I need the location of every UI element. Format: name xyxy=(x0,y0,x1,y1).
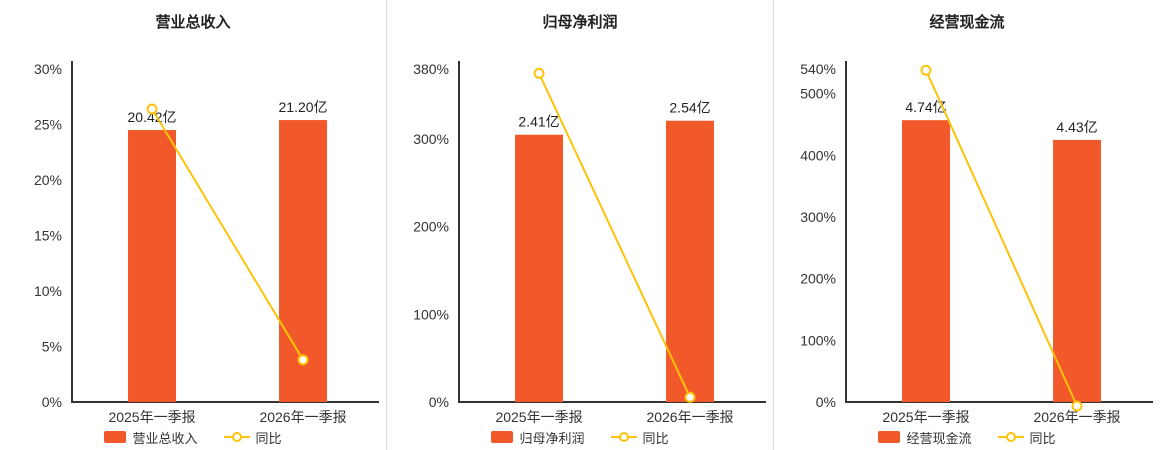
bar-value-label: 21.20亿 xyxy=(279,99,328,115)
x-category-label: 2025年一季报 xyxy=(495,409,582,424)
bar-swatch-icon xyxy=(491,431,514,443)
y-tick-label: 540% xyxy=(800,61,836,77)
chart-canvas-net-profit: 0% 100% 200% 300% 380% 2.41亿 2025年一季报 2.54亿 2026… xyxy=(413,61,766,424)
legend-item-net-profit-yoy[interactable]: 同比 xyxy=(610,428,669,447)
bar-swatch-icon xyxy=(104,431,127,443)
chart-legend-revenue: 营业总收入 同比 xyxy=(0,424,386,450)
yoy-line xyxy=(151,108,304,361)
yoy-point-2026年一季报[interactable] xyxy=(1071,400,1083,412)
y-tick-label: 25% xyxy=(34,117,62,133)
y-tick-label: 200% xyxy=(800,271,836,287)
yoy-line xyxy=(538,72,691,398)
bar-2025年一季报[interactable] xyxy=(515,134,564,402)
line-swatch-icon xyxy=(997,432,1024,442)
legend-item-cash-flow-bar[interactable]: 经营现金流 xyxy=(878,428,972,447)
x-category-label: 2025年一季报 xyxy=(108,409,195,424)
line-swatch-icon xyxy=(223,432,250,442)
bar-value-label: 2.54亿 xyxy=(669,100,710,116)
legend-item-cash-flow-yoy[interactable]: 同比 xyxy=(997,428,1056,447)
chart-title-revenue: 营业总收入 xyxy=(155,14,231,31)
chart-legend-cash-flow: 经营现金流 同比 xyxy=(774,424,1160,450)
bar-value-label: 20.42亿 xyxy=(128,109,177,125)
x-category-label: 2026年一季报 xyxy=(1033,409,1120,424)
bar-2025年一季报[interactable] xyxy=(128,130,177,403)
legend-label-bar: 经营现金流 xyxy=(906,430,972,446)
bar-value-label: 4.74亿 xyxy=(905,99,946,115)
chart-title-cash-flow: 经营现金流 xyxy=(929,14,1005,31)
y-tick-label: 5% xyxy=(42,339,62,355)
chart-panel-revenue: 营业总收入 0% 5% 10% 15% 20% 25% 30% 20.42亿 2025年一季报 2… xyxy=(0,0,386,450)
y-tick-label: 400% xyxy=(800,147,836,163)
bar-2025年一季报[interactable] xyxy=(902,120,951,402)
y-tick-label: 300% xyxy=(800,209,836,225)
y-tick-label: 15% xyxy=(34,228,62,244)
chart-panel-cash-flow: 经营现金流 0% 100% 200% 300% 400% 500% 540% 4.74亿 202… xyxy=(773,0,1160,450)
chart-panel-net-profit: 归母净利润 0% 100% 200% 300% 380% 2.41亿 2025年一季报 2.5… xyxy=(386,0,773,450)
y-tick-label: 200% xyxy=(413,219,449,235)
y-tick-label: 0% xyxy=(429,394,449,410)
x-category-label: 2026年一季报 xyxy=(259,409,346,424)
x-category-label: 2025年一季报 xyxy=(882,409,969,424)
y-tick-label: 300% xyxy=(413,131,449,147)
legend-label-bar: 营业总收入 xyxy=(132,430,198,446)
yoy-point-2025年一季报[interactable] xyxy=(533,67,545,79)
chart-title-net-profit: 归母净利润 xyxy=(542,14,618,31)
yoy-line xyxy=(925,69,1078,407)
y-tick-label: 10% xyxy=(34,283,62,299)
chart-canvas-revenue: 0% 5% 10% 15% 20% 25% 30% 20.42亿 2025年一季报 21.20亿 2… xyxy=(34,61,379,424)
y-tick-label: 100% xyxy=(800,332,836,348)
legend-item-revenue-bar[interactable]: 营业总收入 xyxy=(104,428,198,447)
y-tick-label: 500% xyxy=(800,86,836,102)
bar-swatch-icon xyxy=(878,431,901,443)
legend-label-line: 同比 xyxy=(1029,430,1056,446)
bar-2026年一季报[interactable] xyxy=(1053,139,1102,402)
chart-legend-net-profit: 归母净利润 同比 xyxy=(387,424,773,450)
y-tick-label: 30% xyxy=(34,61,62,77)
bar-value-label: 2.41亿 xyxy=(518,114,559,130)
y-tick-label: 380% xyxy=(413,61,449,77)
line-swatch-icon xyxy=(610,432,637,442)
legend-label-bar: 归母净利润 xyxy=(519,430,585,446)
yoy-point-2026年一季报[interactable] xyxy=(684,391,696,403)
chart-canvas-cash-flow: 0% 100% 200% 300% 400% 500% 540% 4.74亿 2025年一季报 4… xyxy=(800,61,1153,424)
bar-value-label: 4.43亿 xyxy=(1056,119,1097,135)
bar-2026年一季报[interactable] xyxy=(666,120,715,402)
yoy-point-2026年一季报[interactable] xyxy=(297,354,309,366)
legend-item-net-profit-bar[interactable]: 归母净利润 xyxy=(491,428,585,447)
legend-label-line: 同比 xyxy=(255,430,282,446)
y-tick-label: 100% xyxy=(413,306,449,322)
x-category-label: 2026年一季报 xyxy=(646,409,733,424)
y-tick-label: 0% xyxy=(42,394,62,410)
legend-item-revenue-yoy[interactable]: 同比 xyxy=(223,428,282,447)
y-tick-label: 20% xyxy=(34,172,62,188)
yoy-point-2025年一季报[interactable] xyxy=(146,103,158,115)
y-tick-label: 0% xyxy=(816,394,836,410)
yoy-point-2025年一季报[interactable] xyxy=(920,64,932,76)
legend-label-line: 同比 xyxy=(642,430,669,446)
